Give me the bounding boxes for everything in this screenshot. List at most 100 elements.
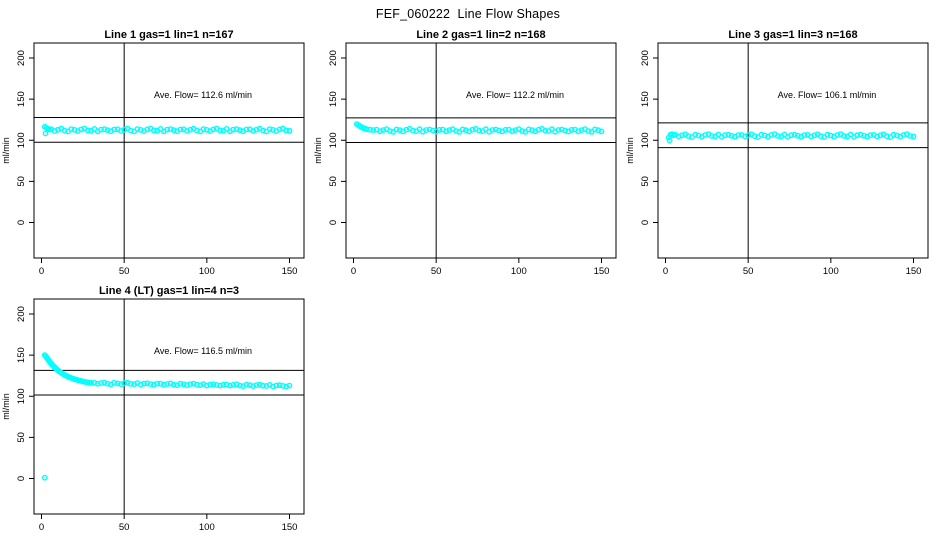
data-point — [127, 381, 134, 387]
data-point — [854, 132, 861, 139]
data-point — [910, 133, 917, 140]
data-point — [98, 126, 104, 133]
data-point — [41, 474, 48, 481]
ave-flow-annotation: Ave. Flow= 116.5 ml/min — [154, 346, 252, 356]
data-point — [774, 133, 781, 139]
data-point — [794, 132, 801, 139]
subplot-grid: Line 1 gas=1 lin=1 n=167 0 50 100 150 0 50 100 1… — [0, 28, 936, 540]
data-point — [276, 382, 283, 389]
data-point — [824, 131, 831, 138]
x-tick-label: 150 — [906, 266, 922, 277]
data-point — [403, 126, 410, 133]
data-point — [745, 132, 752, 139]
data-point — [907, 133, 914, 139]
subplot-line-2: Line 2 gas=1 lin=2 n=168 0 50 100 150 0 50 100 1… — [312, 28, 624, 284]
data-point — [502, 126, 509, 133]
subplot-title: Line 1 gas=1 lin=1 n=167 — [104, 29, 233, 41]
y-axis-label: ml/min — [1, 393, 11, 420]
data-point — [260, 127, 266, 134]
data-point — [692, 131, 699, 138]
data-point — [283, 383, 290, 390]
data-point — [758, 131, 765, 138]
x-tick-label: 50 — [431, 266, 442, 277]
data-point — [164, 126, 171, 133]
data-point — [751, 133, 758, 140]
data-point — [141, 380, 147, 387]
data-point — [453, 128, 459, 134]
data-point — [236, 382, 243, 389]
x-tick-label: 100 — [511, 266, 527, 277]
data-point — [519, 128, 526, 134]
y-tick-label: 150 — [328, 91, 339, 107]
data-point — [841, 133, 848, 139]
subplot-title: Line 4 (LT) gas=1 lin=4 n=3 — [99, 285, 239, 297]
data-point — [243, 381, 250, 388]
data-point — [42, 130, 49, 137]
data-point — [210, 126, 217, 133]
data-point — [220, 381, 227, 388]
data-point — [114, 380, 121, 387]
y-tick-label: 200 — [640, 50, 651, 66]
x-tick-label: 50 — [119, 266, 130, 277]
data-point — [722, 132, 728, 139]
figure-title: FEF_060222 Line Flow Shapes — [375, 7, 561, 21]
data-points — [665, 131, 917, 144]
data-point — [200, 126, 207, 133]
data-point — [286, 127, 293, 134]
ave-flow-annotation: Ave. Flow= 112.2 ml/min — [466, 90, 564, 100]
y-tick-label: 100 — [640, 132, 651, 148]
data-point — [170, 381, 177, 388]
data-point — [276, 126, 283, 133]
data-point — [387, 128, 393, 134]
data-point — [860, 132, 867, 139]
data-point — [236, 127, 243, 134]
data-point — [94, 380, 101, 387]
data-point — [279, 383, 286, 389]
ave-flow-annotation: Ave. Flow= 106.1 ml/min — [778, 90, 877, 100]
data-point — [568, 126, 575, 133]
data-point — [150, 381, 157, 388]
y-tick-label: 150 — [16, 91, 27, 107]
data-point — [788, 132, 795, 139]
data-point — [512, 127, 519, 134]
x-tick-label: 0 — [663, 266, 668, 277]
data-point — [877, 132, 884, 139]
data-point — [666, 137, 673, 144]
data-point — [104, 380, 111, 387]
data-point — [134, 126, 141, 133]
data-point — [131, 381, 138, 388]
y-tick-label: 100 — [328, 132, 339, 148]
y-axis-label: ml/min — [1, 137, 11, 164]
data-point — [210, 381, 217, 388]
data-point — [867, 132, 874, 139]
data-point — [725, 131, 732, 138]
data-point — [111, 379, 118, 386]
x-tick-label: 150 — [282, 266, 298, 277]
data-point — [260, 382, 266, 389]
data-point — [227, 382, 233, 389]
x-tick-label: 100 — [823, 266, 839, 277]
data-point — [476, 127, 483, 134]
data-point — [446, 127, 453, 134]
data-point — [735, 132, 742, 139]
plot-box — [33, 298, 305, 515]
data-point — [283, 127, 290, 134]
data-point — [598, 128, 605, 135]
data-point — [144, 126, 151, 133]
data-point — [98, 380, 104, 387]
data-point — [542, 127, 549, 134]
y-tick-label: 200 — [16, 306, 27, 322]
y-tick-label: 0 — [16, 220, 27, 225]
data-point — [177, 126, 184, 133]
data-point — [591, 126, 598, 133]
data-point — [370, 127, 377, 134]
data-point — [367, 126, 373, 133]
data-point — [154, 380, 161, 387]
y-tick-label: 50 — [16, 176, 27, 187]
x-tick-label: 0 — [39, 522, 44, 533]
data-point — [187, 126, 194, 133]
data-point — [817, 133, 824, 140]
data-point — [525, 126, 532, 133]
y-tick-label: 50 — [640, 176, 651, 187]
x-tick-label: 100 — [199, 266, 215, 277]
